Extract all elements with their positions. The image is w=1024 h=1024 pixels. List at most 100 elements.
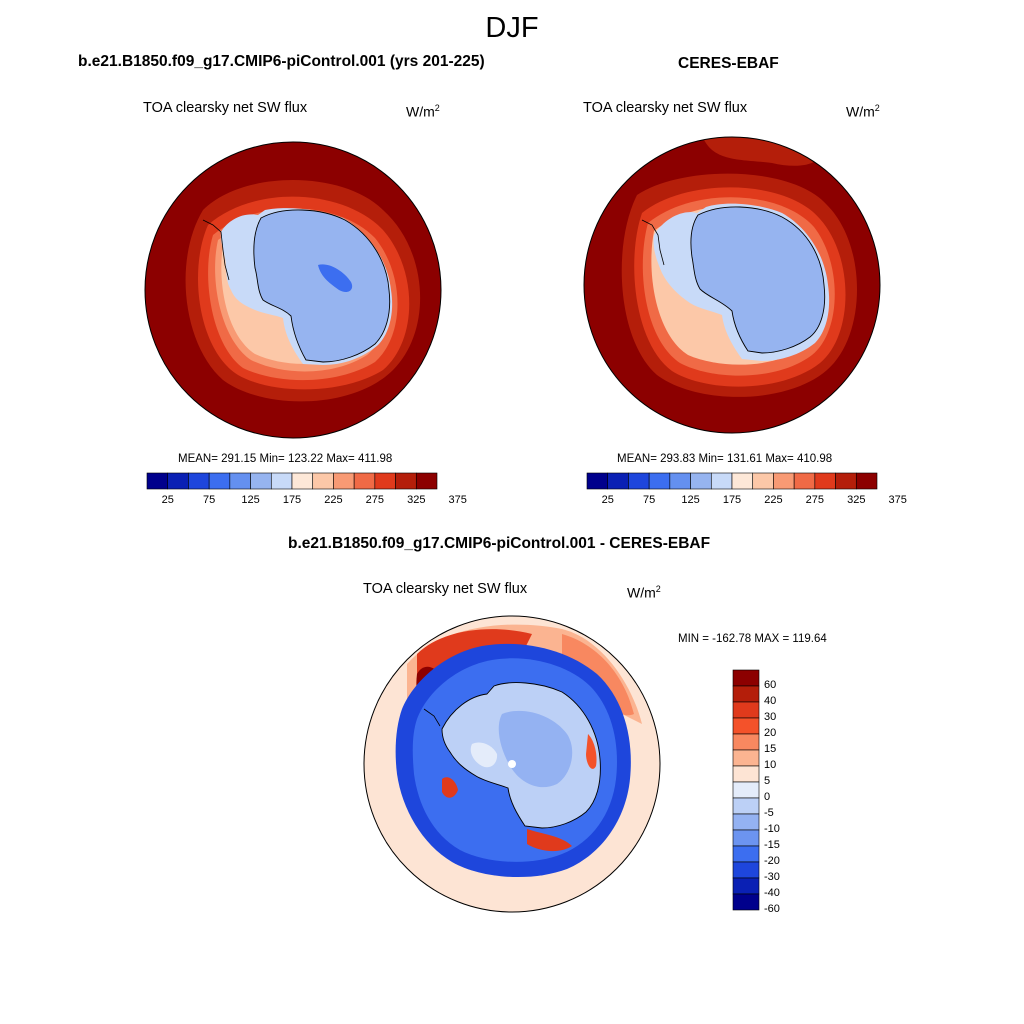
diff-colorbar-tick-label: 40 (764, 695, 777, 707)
diff-colorbar-tick-label: 5 (764, 775, 771, 787)
diff-colorbar-tick-label: 20 (764, 727, 777, 739)
obs-colorbar-swatch (814, 472, 836, 490)
diff-colorbar-tick-label: 10 (764, 759, 777, 771)
model-colorbar-swatch (146, 472, 169, 490)
diff-colorbar-ticks: 60 40 30 20 15 10 5 0 -5 -10 -15 -20 -30 -40 -60 (764, 670, 804, 915)
obs-colorbar-tick-label: 125 (681, 494, 700, 506)
diff-colorbar-tick-label: -15 (764, 839, 780, 851)
model-polar-map (144, 141, 442, 439)
model-colorbar (146, 472, 438, 490)
diff-colorbar-swatch (732, 717, 760, 735)
diff-colorbar-swatch (732, 749, 760, 767)
model-colorbar-swatch (415, 472, 438, 490)
obs-colorbar-tick-label: 375 (888, 494, 907, 506)
obs-polar-map (583, 136, 881, 434)
diff-colorbar-tick-label: 60 (764, 679, 777, 691)
diff-colorbar-swatch (732, 685, 760, 703)
obs-colorbar (586, 472, 878, 490)
diff-colorbar-swatch (732, 877, 760, 895)
model-colorbar-tick-label: 75 (203, 494, 216, 506)
diff-colorbar-tick-label: 30 (764, 711, 777, 723)
obs-colorbar-tick-label: 275 (805, 494, 825, 506)
obs-colorbar-tick-label: 325 (847, 494, 866, 506)
diff-colorbar-swatch (732, 781, 760, 799)
obs-colorbar-tick-label: 25 (601, 494, 614, 506)
obs-colorbar-swatch (648, 472, 671, 490)
model-colorbar-ticks: 25 75 125 175 225 275 325 375 (147, 494, 467, 510)
diff-colorbar-tick-label: -40 (764, 887, 780, 899)
obs-colorbar-swatch (731, 472, 754, 490)
diff-units-text: W/m (627, 584, 656, 601)
obs-colorbar-tick-label: 175 (722, 494, 742, 506)
diff-colorbar-swatch (732, 861, 760, 879)
model-stats: MEAN= 291.15 Min= 123.22 Max= 411.98 (178, 453, 393, 465)
obs-colorbar-swatch (752, 472, 774, 490)
model-colorbar-tick-label: 25 (161, 494, 174, 506)
diff-colorbar-swatch (732, 669, 760, 687)
obs-colorbar-ticks: 25 75 125 175 225 275 325 375 (587, 494, 907, 510)
obs-colorbar-swatch (793, 472, 816, 490)
diff-colorbar-tick-label: -5 (764, 807, 774, 819)
obs-units-text: W/m (846, 103, 875, 120)
model-colorbar-swatch (167, 472, 189, 490)
model-colorbar-tick-label: 175 (282, 494, 302, 506)
diff-case-title: b.e21.B1850.f09_g17.CMIP6-piControl.001 … (288, 535, 711, 552)
obs-colorbar-swatch (835, 472, 857, 490)
obs-colorbar-swatch (628, 472, 650, 490)
diff-colorbar-swatch (732, 845, 760, 863)
model-colorbar-swatch (229, 472, 251, 490)
obs-colorbar-tick-label: 75 (643, 494, 656, 506)
obs-colorbar-swatch (855, 472, 878, 490)
diff-stats: MIN = -162.78 MAX = 119.64 (678, 633, 827, 645)
diff-colorbar (732, 669, 760, 911)
model-colorbar-swatch (333, 472, 355, 490)
diff-variable-label: TOA clearsky net SW flux (363, 581, 528, 597)
diff-colorbar-tick-label: -20 (764, 855, 780, 867)
diff-colorbar-swatch (732, 765, 760, 783)
obs-case-title: CERES-EBAF (678, 55, 779, 72)
obs-colorbar-swatch (710, 472, 733, 490)
diff-colorbar-tick-label: 15 (764, 743, 777, 755)
model-colorbar-swatch (250, 472, 272, 490)
model-colorbar-tick-label: 125 (241, 494, 260, 506)
obs-variable-label: TOA clearsky net SW flux (583, 100, 748, 116)
obs-units-exp: 2 (874, 103, 880, 113)
obs-colorbar-swatch (607, 472, 629, 490)
diff-colorbar-tick-label: -30 (764, 871, 780, 883)
obs-colorbar-swatch (773, 472, 795, 490)
model-units: W/m2 (406, 103, 440, 120)
model-colorbar-tick-label: 325 (407, 494, 426, 506)
diff-units: W/m2 (627, 584, 661, 601)
model-colorbar-swatch (291, 472, 314, 490)
model-colorbar-tick-label: 225 (324, 494, 343, 506)
model-colorbar-swatch (188, 472, 210, 490)
diff-colorbar-tick-label: -10 (764, 823, 780, 835)
obs-units: W/m2 (846, 103, 880, 120)
diff-units-exp: 2 (655, 584, 661, 594)
model-colorbar-swatch (270, 472, 293, 490)
obs-colorbar-swatch (669, 472, 691, 490)
obs-colorbar-swatch (586, 472, 609, 490)
obs-colorbar-tick-label: 225 (764, 494, 783, 506)
diff-colorbar-swatch (732, 701, 760, 719)
obs-stats: MEAN= 293.83 Min= 131.61 Max= 410.98 (617, 453, 833, 465)
diff-colorbar-swatch (732, 893, 760, 911)
model-colorbar-swatch (208, 472, 231, 490)
diff-colorbar-tick-label: 0 (764, 791, 771, 803)
diff-colorbar-tick-label: -60 (764, 903, 780, 915)
model-colorbar-tick-label: 275 (365, 494, 385, 506)
model-colorbar-swatch (353, 472, 376, 490)
diff-colorbar-swatch (732, 733, 760, 751)
diff-colorbar-swatch (732, 829, 760, 847)
obs-colorbar-swatch (690, 472, 712, 490)
model-units-text: W/m (406, 103, 435, 120)
diff-colorbar-swatch (732, 813, 760, 831)
season-title: DJF (485, 12, 539, 44)
model-case-title: b.e21.B1850.f09_g17.CMIP6-piControl.001 … (78, 53, 485, 70)
diff-polar-map (363, 615, 661, 913)
model-colorbar-swatch (395, 472, 417, 490)
model-colorbar-swatch (374, 472, 396, 490)
model-colorbar-swatch (312, 472, 334, 490)
model-colorbar-tick-label: 375 (448, 494, 467, 506)
diff-colorbar-swatch (732, 797, 760, 815)
